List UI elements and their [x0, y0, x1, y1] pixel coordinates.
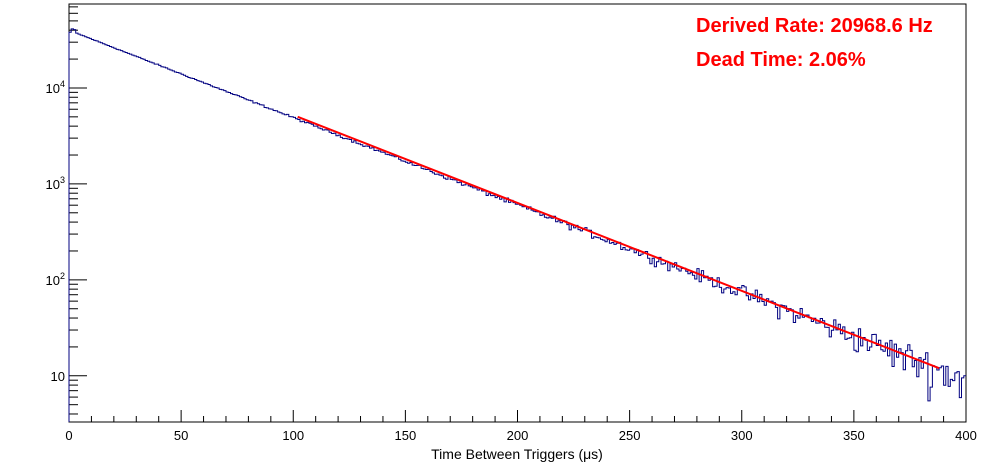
x-minor-ticks: [90, 416, 945, 422]
x-tick-label: 100: [282, 428, 304, 443]
derived-rate-annotation: Derived Rate: 20968.6 Hz: [696, 15, 933, 37]
x-tick-label: 150: [395, 428, 417, 443]
y-tick-label: 102: [46, 271, 65, 288]
y-axis-ticks: 10 102 103 104: [46, 79, 87, 384]
y-tick-label: 103: [46, 175, 65, 192]
x-axis-ticks: 0 50 100 150 200 250 300 350 400: [65, 410, 977, 443]
fit-line: [297, 115, 940, 370]
dead-time-annotation: Dead Time: 2.06%: [696, 49, 866, 71]
x-tick-label: 300: [731, 428, 753, 443]
x-tick-label: 250: [619, 428, 641, 443]
x-tick-label: 350: [843, 428, 865, 443]
y-tick-label: 104: [46, 79, 65, 96]
y-minor-ticks: [69, 6, 78, 415]
x-axis-title: Time Between Triggers (μs): [431, 446, 603, 462]
x-tick-label: 0: [65, 428, 72, 443]
x-tick-label: 400: [955, 428, 977, 443]
x-tick-label: 50: [174, 428, 188, 443]
x-tick-label: 200: [507, 428, 529, 443]
y-tick-label: 10: [51, 369, 65, 384]
